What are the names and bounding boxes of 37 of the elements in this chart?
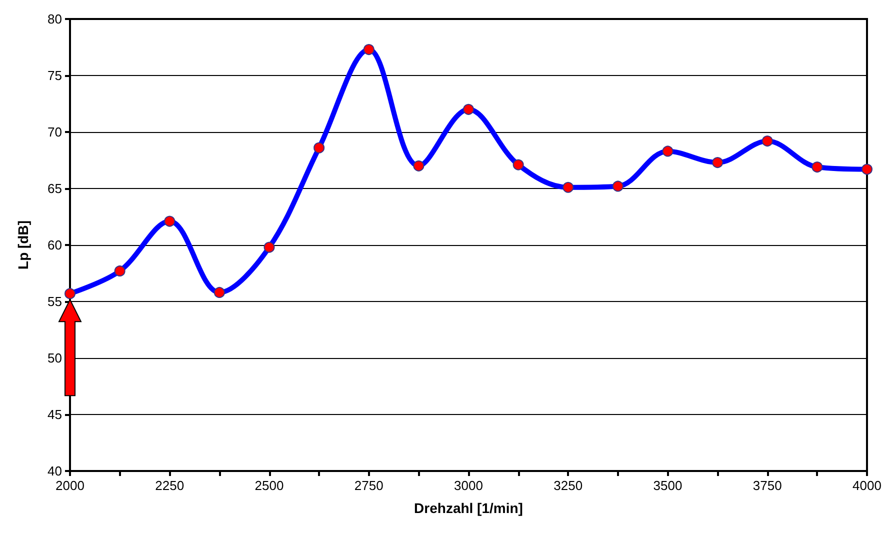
point (712, 157, 724, 168)
y-tick-label: 55 (48, 294, 62, 309)
y-tick-label: 70 (48, 124, 62, 140)
x-axis-title: Drehzahl [1/min] (414, 500, 523, 516)
x-tick-label: 3500 (653, 478, 682, 493)
point (812, 162, 823, 173)
point (512, 159, 524, 170)
x-tick-label: 3000 (454, 478, 483, 493)
x-tick-label: 3250 (554, 478, 583, 493)
point (64, 288, 76, 300)
point (413, 160, 424, 172)
point (363, 44, 374, 56)
x-tick-label: 3750 (752, 478, 782, 493)
y-tick-label: 40 (48, 464, 62, 478)
point (562, 182, 574, 193)
point (612, 180, 624, 192)
y-axis-title: Lp [dB] (15, 220, 31, 270)
y-tick-label: 80 (48, 12, 62, 26)
y-tick-label: 75 (48, 68, 62, 83)
point (114, 265, 126, 276)
y-tick-label: 60 (48, 238, 62, 252)
x-tick-label: 4000 (852, 478, 882, 493)
point (662, 146, 674, 157)
x-tick-label: 2250 (155, 478, 184, 493)
point (314, 142, 325, 154)
y-tick-label: 50 (48, 350, 62, 366)
y-tick-label: 45 (48, 407, 62, 422)
x-tick-label: 2000 (56, 478, 84, 493)
x-tick-label: 2750 (354, 478, 384, 493)
point (862, 164, 872, 175)
point (164, 216, 176, 227)
point (762, 136, 773, 147)
y-tick-label: 65 (48, 181, 62, 196)
point (214, 286, 225, 298)
x-tick-label: 2500 (254, 478, 284, 493)
point (463, 104, 474, 115)
point (264, 242, 275, 253)
